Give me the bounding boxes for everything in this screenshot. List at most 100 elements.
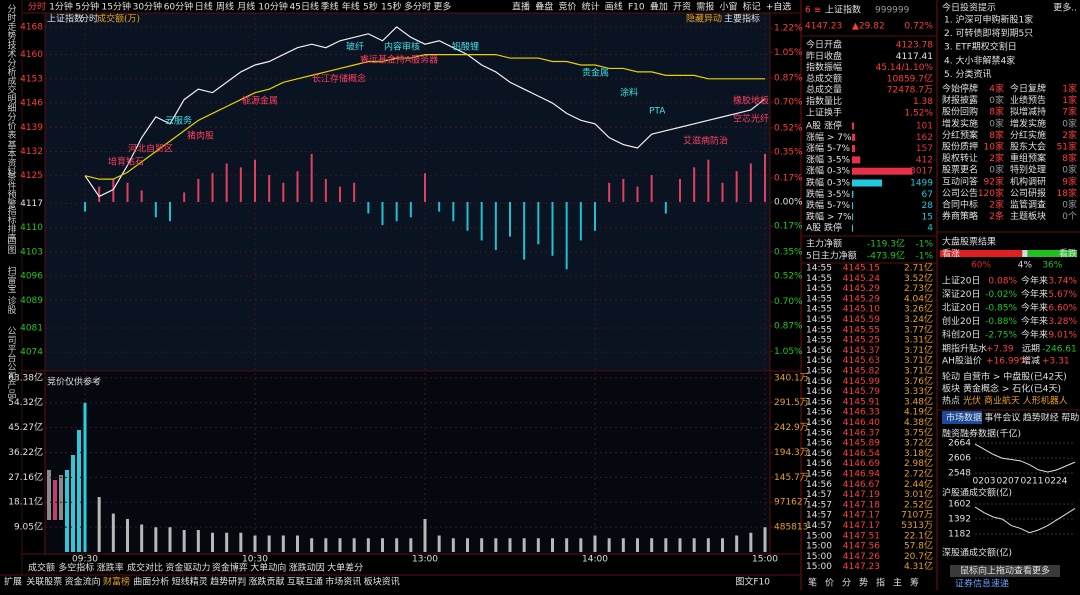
breadth-value: 157: [916, 144, 933, 154]
period-tab[interactable]: 年线: [342, 1, 360, 13]
period-tab[interactable]: 更多: [433, 1, 451, 13]
indicator-tab[interactable]: 涨跌动因: [289, 563, 325, 574]
sidebar-tab[interactable]: 分价表: [6, 112, 17, 140]
sidebar-tab[interactable]: 分时走势: [6, 4, 17, 41]
indicator-tab[interactable]: 成交对比: [127, 562, 163, 574]
stat-value: 10859.7亿: [887, 72, 933, 84]
chart-annotation: 橡胶地板: [733, 95, 769, 107]
status-tab[interactable]: 板块资讯: [364, 576, 400, 588]
main-indicator[interactable]: 主要指标: [724, 13, 760, 25]
market-tab[interactable]: 市场数据: [946, 412, 982, 424]
indicator-tab[interactable]: 涨跌率: [97, 562, 124, 574]
status-tab[interactable]: 扩展: [4, 576, 22, 588]
trade-time: 14:57: [806, 511, 832, 521]
tool-button[interactable]: 直播: [512, 1, 530, 13]
sidebar-tab[interactable]: 指标排序: [6, 205, 17, 243]
indicator-tab[interactable]: 大单差分: [327, 562, 363, 574]
market-tab[interactable]: 趋势财经: [1023, 412, 1059, 424]
tool-button[interactable]: 统计: [582, 1, 600, 13]
sidebar-tab[interactable]: 技术分析: [6, 39, 17, 77]
tool-button[interactable]: 叠盘: [535, 1, 553, 13]
quote-code: 999999: [875, 6, 910, 16]
tip-item[interactable]: 1. 沪深可申购新股1家: [944, 14, 1033, 26]
period-tab[interactable]: 1分钟: [49, 1, 73, 13]
period-tab[interactable]: 15分钟: [102, 1, 131, 13]
tool-button[interactable]: 标记: [743, 1, 761, 13]
status-tab[interactable]: 市场资讯: [325, 576, 361, 588]
period-tab[interactable]: 60分钟: [164, 1, 193, 13]
tip-item[interactable]: 3. ETF期权交割日: [944, 41, 1017, 53]
sidebar-tab[interactable]: 公司产品: [6, 362, 17, 399]
status-tab[interactable]: 关联股票: [26, 576, 62, 588]
tool-button[interactable]: 叠加: [650, 2, 668, 13]
perf-label: 今年来: [1021, 302, 1048, 314]
indicator-tab[interactable]: 大单动向: [250, 562, 286, 574]
tip-item[interactable]: 4. 大小非解禁4家: [944, 54, 1015, 66]
status-tab[interactable]: 曲面分析: [133, 576, 169, 588]
tool-button[interactable]: +自选: [766, 1, 792, 13]
status-right[interactable]: 图文F10: [735, 576, 770, 588]
panel-icon[interactable]: 主: [893, 577, 902, 589]
panel-icon[interactable]: 筹: [910, 577, 919, 589]
trade-price: 4147.17: [843, 521, 880, 531]
panel-icon[interactable]: 势: [859, 577, 868, 589]
tool-button[interactable]: 开资: [673, 2, 691, 13]
tip-item[interactable]: 2. 可转债即将到期5只: [944, 27, 1033, 39]
trade-time: 14:55: [806, 264, 832, 274]
panel-icon[interactable]: 分: [842, 578, 851, 589]
period-tab[interactable]: 多分时: [404, 1, 431, 13]
volume-bar: [692, 538, 696, 552]
event-label: 机构调研: [1010, 175, 1046, 187]
market-tab[interactable]: 事件会议: [984, 412, 1020, 424]
tool-button[interactable]: F10: [628, 3, 645, 13]
sidebar-tab[interactable]: 基本资料: [6, 139, 17, 177]
panel-icon[interactable]: 笔: [808, 577, 817, 589]
period-tab[interactable]: 分时: [28, 1, 46, 13]
period-tab[interactable]: 5分钟: [75, 1, 99, 13]
period-tab[interactable]: 10分钟: [258, 1, 287, 13]
period-tab[interactable]: 季线: [321, 1, 339, 13]
tips-more[interactable]: 更多..: [1053, 2, 1077, 14]
sidebar-tab[interactable]: 诊股: [6, 295, 17, 315]
tool-button[interactable]: 画线: [605, 1, 623, 13]
sidebar-tab[interactable]: 公司平台: [6, 326, 17, 363]
tool-button[interactable]: 小窗: [719, 1, 737, 13]
period-tab[interactable]: 30分钟: [133, 1, 162, 13]
market-label: 远期: [1022, 344, 1040, 355]
event-count: 0个: [1062, 211, 1077, 222]
trade-volume: 3.48亿: [904, 395, 933, 407]
tool-button[interactable]: 需报: [696, 1, 714, 13]
sidebar-tab[interactable]: 扫雷宝: [6, 265, 17, 293]
volume-bar: [763, 527, 767, 552]
period-tab[interactable]: 月线: [237, 1, 255, 13]
panel-icon[interactable]: 指: [876, 577, 885, 589]
status-tab[interactable]: 互联互通: [287, 577, 323, 588]
chart-annotation: 空芯光纤: [733, 113, 769, 125]
sidebar-tab[interactable]: 四图: [6, 236, 17, 255]
indicator-tab[interactable]: 多空指标: [58, 562, 94, 574]
hide-events[interactable]: 隐藏异动: [686, 13, 722, 25]
footer-right[interactable]: 证券信息速递: [955, 578, 1009, 590]
panel-icon[interactable]: 价: [825, 578, 834, 589]
period-tab[interactable]: 15秒: [381, 1, 401, 13]
market-tab[interactable]: 帮助: [1061, 412, 1079, 424]
sidebar-tab[interactable]: 成交明细: [6, 75, 17, 112]
status-tab[interactable]: 资金流向: [65, 576, 101, 588]
indicator-tab[interactable]: 资金驱动力: [165, 562, 210, 574]
auction-bar: [65, 470, 69, 552]
indicator-tab[interactable]: 成交额: [28, 562, 55, 574]
indicator-tab[interactable]: 资金博弈: [212, 562, 248, 574]
volume-bar: [749, 532, 753, 552]
trade-price: 4146.33: [843, 408, 880, 418]
period-tab[interactable]: 周线: [216, 1, 234, 13]
status-tab[interactable]: 趋势研判: [210, 576, 246, 588]
tool-button[interactable]: 竞价: [558, 1, 576, 13]
sidebar-tab[interactable]: 条件预警: [6, 171, 17, 209]
period-tab[interactable]: 日线: [195, 1, 213, 13]
period-tab[interactable]: 5秒: [363, 1, 378, 13]
status-tab[interactable]: 短线精灵: [172, 576, 208, 588]
status-tab[interactable]: 涨跌贡献: [249, 576, 285, 588]
status-tab[interactable]: 财富榜: [103, 576, 130, 588]
tip-item[interactable]: 5. 分类资讯: [944, 68, 991, 80]
period-tab[interactable]: 45日线: [290, 1, 319, 13]
